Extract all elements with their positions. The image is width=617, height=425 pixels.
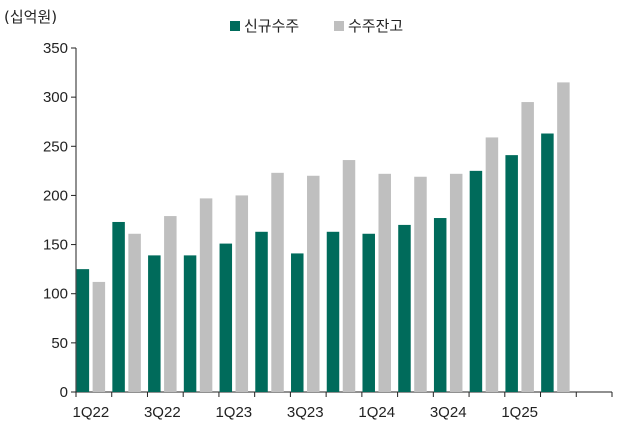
bar-backlog: [235, 195, 249, 392]
bar-new-orders: [76, 269, 90, 392]
bars: [76, 82, 570, 393]
y-tick-label: 250: [43, 138, 68, 155]
legend-swatch: [230, 21, 240, 31]
legend-swatch: [334, 21, 344, 31]
bar-backlog: [164, 216, 177, 392]
bar-new-orders: [362, 233, 375, 392]
y-tick-label: 150: [43, 237, 68, 254]
x-tick-label: 1Q22: [73, 404, 110, 421]
bar-new-orders: [112, 221, 125, 392]
bar-backlog: [271, 172, 284, 392]
x-tick-label: 1Q25: [501, 404, 538, 421]
bar-backlog: [414, 176, 427, 392]
bar-new-orders: [505, 155, 518, 392]
bar-new-orders: [291, 253, 304, 392]
bar-new-orders: [398, 224, 411, 392]
y-tick-label: 100: [43, 286, 68, 303]
bar-new-orders: [433, 218, 447, 392]
legend: 신규수주 수주잔고: [230, 17, 403, 35]
bar-new-orders: [255, 231, 268, 392]
x-tick-label: 3Q22: [144, 404, 181, 421]
bar-new-orders: [183, 255, 197, 392]
bar-backlog: [449, 173, 463, 392]
bar-backlog: [521, 102, 534, 392]
x-tick-label: 3Q23: [287, 404, 324, 421]
bar-backlog: [128, 233, 141, 392]
bar-new-orders: [469, 170, 483, 392]
bar-backlog: [342, 160, 356, 392]
x-tick-label: 1Q23: [215, 404, 252, 421]
bar-new-orders: [219, 243, 233, 392]
bar-backlog: [378, 173, 391, 392]
legend-label: 수주잔고: [348, 17, 403, 35]
y-tick-label: 350: [43, 40, 68, 57]
bar-backlog: [485, 137, 499, 392]
x-tick-label: 3Q24: [430, 404, 467, 421]
y-axis: 0 50 100 150 200 250 300 350: [43, 40, 77, 401]
y-tick-label: 200: [43, 187, 68, 204]
legend-label: 신규수주: [244, 17, 299, 35]
y-tick-label: 300: [43, 89, 68, 106]
bar-backlog: [92, 281, 106, 392]
x-tick-label: 1Q24: [358, 404, 395, 421]
bar-new-orders: [148, 255, 161, 392]
bar-new-orders: [541, 133, 554, 392]
y-tick-label: 50: [51, 335, 68, 352]
bar-backlog: [557, 82, 570, 393]
bar-backlog: [307, 175, 320, 392]
bar-new-orders: [326, 231, 340, 392]
bar-backlog: [199, 198, 213, 392]
y-tick-label: 0: [60, 384, 68, 401]
x-axis: 1Q22 3Q22 1Q23 3Q23 1Q24 3Q24 1Q25: [73, 391, 613, 421]
y-unit-label: (십억원): [4, 8, 57, 26]
